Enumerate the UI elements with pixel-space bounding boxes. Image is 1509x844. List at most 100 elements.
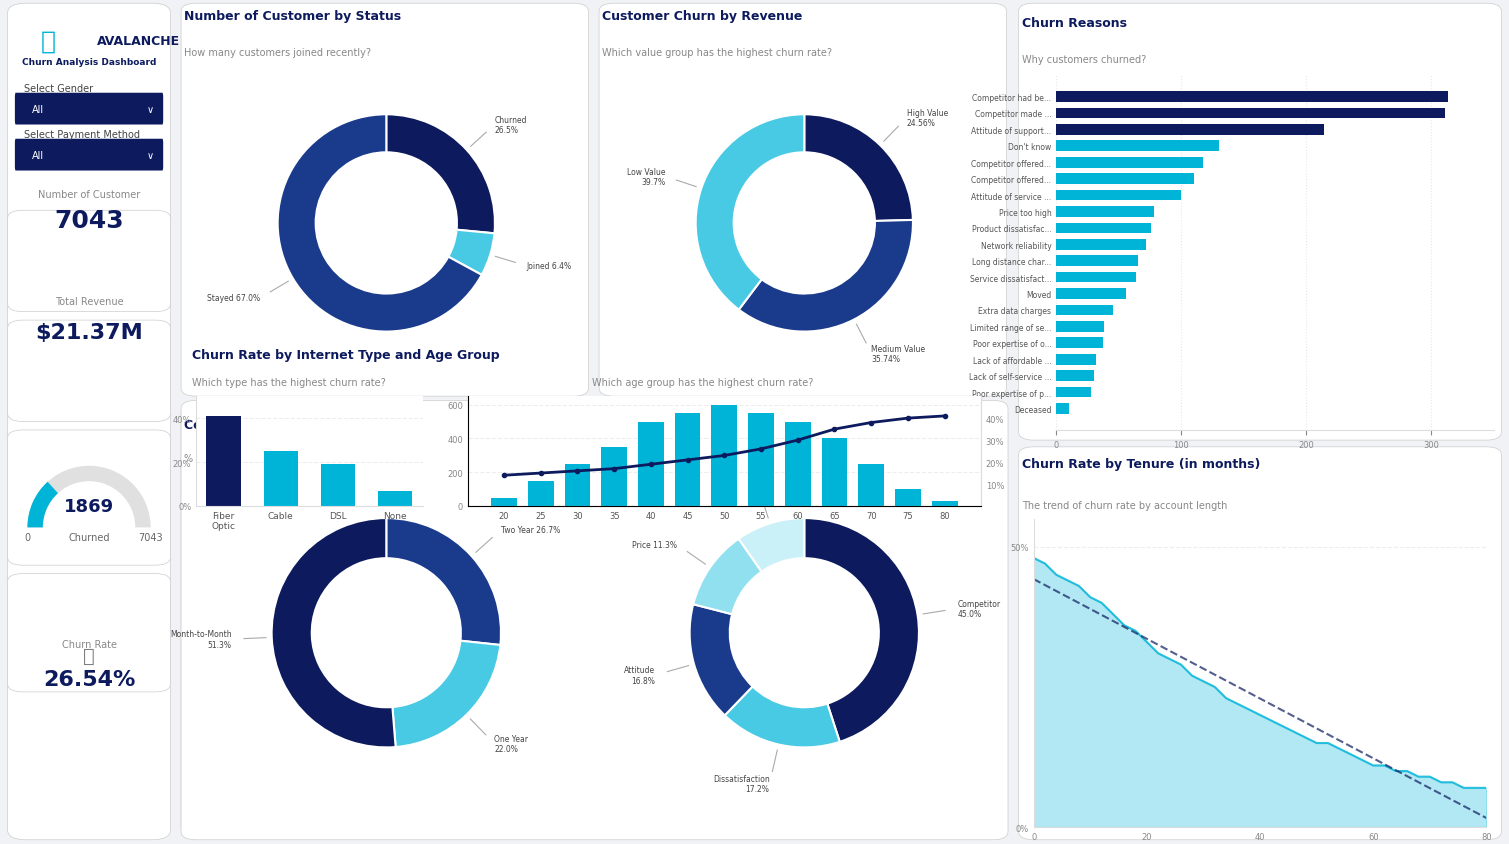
Text: Low Value
39.7%: Low Value 39.7% (626, 167, 665, 187)
Wedge shape (448, 230, 495, 275)
Wedge shape (738, 518, 804, 572)
Bar (1056, 338, 1103, 349)
Wedge shape (693, 539, 762, 614)
Text: Churned
26.5%: Churned 26.5% (495, 116, 527, 135)
Bar (1056, 109, 1446, 119)
Bar (528, 481, 554, 506)
Wedge shape (392, 641, 501, 747)
Text: Competitor
45.0%: Competitor 45.0% (957, 599, 1000, 619)
Text: All: All (32, 105, 44, 115)
Bar (675, 414, 700, 506)
Bar (1056, 141, 1219, 152)
Text: Select Gender: Select Gender (24, 84, 94, 94)
Text: AVALANCHE: AVALANCHE (97, 35, 180, 48)
Text: Contract Type: Contract Type (184, 419, 281, 432)
Wedge shape (696, 115, 804, 311)
Wedge shape (804, 115, 913, 222)
Text: 1869: 1869 (63, 497, 115, 515)
Bar (859, 464, 884, 506)
Bar (1056, 191, 1182, 201)
Text: Churn Rate by Tenure (in months): Churn Rate by Tenure (in months) (1022, 457, 1260, 470)
Wedge shape (724, 687, 839, 748)
Text: Why customers churned?: Why customers churned? (1022, 55, 1145, 64)
Text: Price 11.3%: Price 11.3% (632, 540, 678, 549)
Bar (1056, 207, 1154, 218)
Bar (1056, 289, 1126, 300)
Bar (1056, 224, 1151, 234)
Text: Churn Analysis Dashboard: Churn Analysis Dashboard (21, 58, 157, 68)
Bar (1056, 322, 1103, 333)
Bar (601, 447, 628, 506)
Wedge shape (278, 115, 481, 333)
Text: $21.37M: $21.37M (35, 322, 143, 343)
Bar (564, 464, 590, 506)
Wedge shape (386, 115, 495, 234)
Text: Dissatisfaction
17.2%: Dissatisfaction 17.2% (712, 774, 770, 793)
Bar (1056, 158, 1203, 168)
Bar (321, 465, 355, 506)
Text: Customer Churn by Revenue: Customer Churn by Revenue (602, 10, 803, 24)
Text: Churn Category: Churn Category (602, 419, 712, 432)
Text: How many customers joined recently?: How many customers joined recently? (184, 48, 371, 57)
Bar (1056, 387, 1091, 398)
Wedge shape (739, 220, 913, 333)
Text: Two Year 26.7%: Two Year 26.7% (501, 525, 561, 534)
Bar (207, 416, 241, 506)
Bar (1056, 174, 1194, 185)
Bar (1056, 256, 1138, 267)
Text: What factors influence customer churn?: What factors influence customer churn? (602, 454, 798, 463)
Text: 26.54%: 26.54% (42, 669, 136, 690)
Text: Number of Customer by Status: Number of Customer by Status (184, 10, 401, 24)
Bar (1056, 354, 1097, 365)
Text: All: All (32, 150, 44, 160)
Wedge shape (690, 604, 753, 716)
Bar (1056, 371, 1094, 381)
Text: Month-to-Month
51.3%: Month-to-Month 51.3% (171, 630, 231, 649)
Text: Which type has the highest churn rate?: Which type has the highest churn rate? (192, 378, 386, 387)
Text: Number of Customer: Number of Customer (38, 190, 140, 200)
Bar (1056, 125, 1323, 136)
FancyBboxPatch shape (15, 139, 163, 171)
Bar (821, 439, 848, 506)
Bar (1056, 403, 1068, 414)
Text: 7043: 7043 (54, 209, 124, 233)
Text: Select Payment Method: Select Payment Method (24, 130, 140, 140)
Bar (490, 498, 516, 506)
Text: 👥: 👥 (83, 647, 95, 665)
Text: 0: 0 (24, 532, 30, 542)
Bar (711, 405, 738, 506)
Text: Which value group has the highest churn rate?: Which value group has the highest churn … (602, 48, 831, 57)
Text: 📡: 📡 (41, 30, 56, 54)
Bar (895, 490, 920, 506)
Text: The trend of churn rate by account length: The trend of churn rate by account lengt… (1022, 500, 1227, 511)
Text: Medium Value
35.74%: Medium Value 35.74% (872, 344, 925, 364)
Text: Stayed 67.0%: Stayed 67.0% (207, 294, 260, 303)
Bar (748, 414, 774, 506)
FancyBboxPatch shape (15, 94, 163, 126)
Text: High Value
24.56%: High Value 24.56% (907, 109, 948, 128)
Text: Churned: Churned (68, 532, 110, 542)
Wedge shape (27, 466, 151, 528)
Wedge shape (27, 482, 57, 528)
Bar (638, 422, 664, 506)
Bar (264, 452, 297, 506)
Text: Churn Reasons: Churn Reasons (1022, 17, 1127, 30)
Bar (933, 501, 958, 506)
Text: Total Revenue: Total Revenue (54, 297, 124, 307)
Bar (1056, 306, 1112, 316)
Text: ∨: ∨ (146, 105, 154, 115)
Text: % of customers based on contract type: % of customers based on contract type (184, 454, 376, 463)
Text: Churn Rate by Internet Type and Age Group: Churn Rate by Internet Type and Age Grou… (192, 349, 499, 361)
Text: Churn Rate: Churn Rate (62, 640, 116, 650)
Wedge shape (272, 518, 395, 748)
Text: Which age group has the highest churn rate?: Which age group has the highest churn ra… (592, 378, 813, 387)
Bar (1056, 273, 1136, 283)
Text: 7043: 7043 (139, 532, 163, 542)
Text: Joined 6.4%: Joined 6.4% (527, 262, 572, 271)
Wedge shape (804, 518, 919, 742)
Wedge shape (386, 518, 501, 645)
Bar (377, 491, 412, 506)
Text: ∨: ∨ (146, 150, 154, 160)
Bar (785, 422, 810, 506)
Text: Attitude
16.8%: Attitude 16.8% (625, 666, 655, 684)
